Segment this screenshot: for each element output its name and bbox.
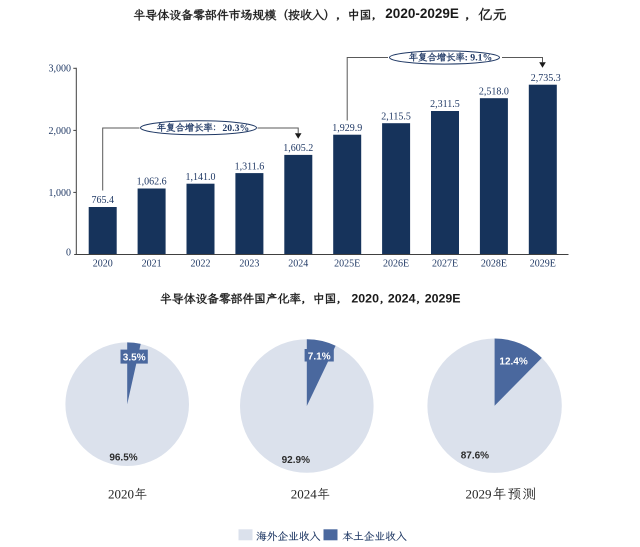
svg-text:2,311.5: 2,311.5 [430,99,460,110]
svg-text:2024: 2024 [288,258,308,269]
svg-text:2028E: 2028E [481,258,507,269]
svg-text:2,735.3: 2,735.3 [531,73,561,84]
svg-text:1,311.6: 1,311.6 [235,161,265,172]
svg-text:2020: 2020 [108,487,134,502]
svg-text:20.3%: 20.3% [222,123,249,134]
svg-text:3.5%: 3.5% [123,353,146,364]
svg-text:1,062.6: 1,062.6 [137,177,167,188]
svg-text:92.9%: 92.9% [282,455,310,466]
svg-text:2021: 2021 [142,258,162,269]
svg-text:2,518.0: 2,518.0 [479,86,509,97]
svg-text:2,000: 2,000 [49,126,72,137]
svg-text:2023: 2023 [239,258,259,269]
svg-text:7.1%: 7.1% [308,351,331,362]
svg-text:1,929.9: 1,929.9 [332,123,362,134]
svg-text:12.4%: 12.4% [499,356,527,367]
svg-text:1,605.2: 1,605.2 [283,143,313,154]
svg-text:87.6%: 87.6% [461,451,489,462]
svg-text:2029E: 2029E [530,258,556,269]
svg-text:: 9.1%: : 9.1% [465,53,493,64]
svg-text:3,000: 3,000 [49,64,72,75]
svg-text:2026E: 2026E [383,258,409,269]
svg-text:2024: 2024 [291,487,318,502]
svg-text:1,000: 1,000 [49,188,72,199]
svg-text:2022: 2022 [191,258,211,269]
svg-text:765.4: 765.4 [91,195,114,206]
svg-text:2020: 2020 [93,258,113,269]
svg-text:2,115.5: 2,115.5 [381,111,411,122]
svg-text:2020: 2020 [351,292,379,306]
svg-text:0: 0 [66,247,71,258]
svg-text:2025E: 2025E [334,258,360,269]
svg-text:2029E: 2029E [425,292,461,306]
svg-text:2029: 2029 [466,487,492,502]
svg-text:2024: 2024 [388,292,416,306]
svg-text:96.5%: 96.5% [109,452,137,463]
svg-text:2020-2029E: 2020-2029E [385,6,459,21]
svg-text:2027E: 2027E [432,258,458,269]
svg-text:1,141.0: 1,141.0 [186,172,216,183]
